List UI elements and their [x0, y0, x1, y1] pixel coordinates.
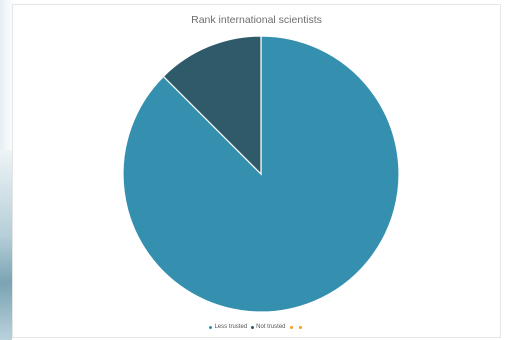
legend-swatch: [298, 325, 302, 329]
pie-slice[interactable]: [122, 35, 400, 313]
pie-chart: [122, 35, 400, 313]
legend-swatch: [289, 325, 293, 329]
legend-item[interactable]: [298, 324, 304, 331]
legend-label: Not trusted: [256, 324, 286, 330]
legend-item[interactable]: [289, 324, 295, 331]
legend-label: Less trusted: [214, 324, 248, 330]
legend-item[interactable]: Not trusted: [251, 324, 286, 331]
chart-card: Rank international scientists Less trust…: [12, 4, 501, 338]
chart-legend: Less trusted Not trusted: [13, 324, 500, 331]
legend-item[interactable]: Less trusted: [209, 324, 247, 331]
legend-swatch: [251, 325, 255, 329]
background-decoration: [0, 150, 12, 340]
chart-title: Rank international scientists: [191, 14, 322, 26]
pie-slice[interactable]: [162, 35, 262, 176]
legend-swatch: [209, 325, 213, 329]
